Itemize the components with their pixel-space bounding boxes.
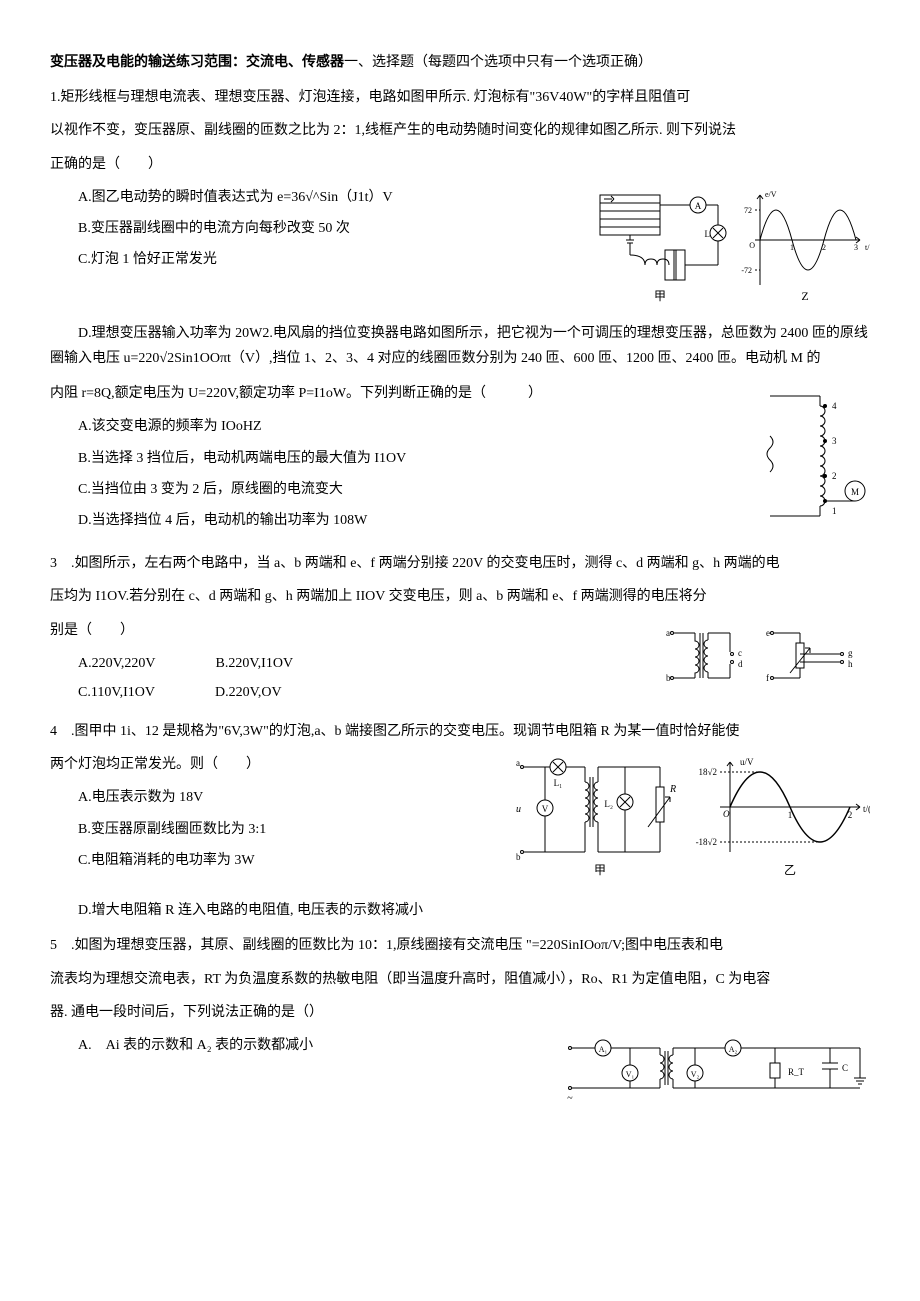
- svg-text:3: 3: [854, 243, 858, 252]
- q3-circuit-diagram: a b c d e f g h: [660, 618, 870, 698]
- svg-text:C: C: [842, 1063, 848, 1073]
- svg-text:f: f: [766, 673, 769, 683]
- q3-stem-2: 压均为 I1OV.若分别在 c、d 两端和 g、h 两端加上 IIOV 交变电压…: [50, 584, 870, 609]
- q4-circuit-diagram: a b u L₁ V: [510, 752, 685, 882]
- svg-text:Z: Z: [801, 289, 808, 303]
- q3-opt-c: C.110V,I1OV: [78, 680, 155, 705]
- q3-opt-d: D.220V,OV: [215, 680, 282, 705]
- svg-text:R: R: [669, 784, 676, 795]
- svg-text:~: ~: [567, 1093, 573, 1103]
- q3-stem-1: 3 .如图所示，左右两个电路中，当 a、b 两端和 e、f 两端分别接 220V…: [50, 551, 870, 576]
- svg-text:甲: 甲: [594, 863, 606, 877]
- q3-options-row2: C.110V,I1OV D.220V,OV: [78, 680, 650, 705]
- svg-text:V: V: [542, 804, 549, 814]
- question-2: M 4 3 2 1 内阻 r=8Q,额定电压为 U=220V,额定功率 P=I1…: [50, 381, 870, 541]
- q2-opt-a: A.该交变电源的频率为 IOoHZ: [50, 414, 870, 439]
- svg-text:R_T: R_T: [788, 1067, 805, 1077]
- svg-text:-72: -72: [741, 266, 752, 275]
- svg-text:a: a: [516, 758, 520, 768]
- q1-circuit-diagram: A L 甲: [590, 185, 730, 305]
- svg-text:b: b: [516, 852, 521, 862]
- q3-options-row1: A.220V,220V B.220V,I1OV: [78, 651, 650, 676]
- q5-stem-3: 器. 通电一段时间后，下列说法正确的是（）: [50, 1000, 870, 1025]
- svg-text:u/V: u/V: [740, 757, 754, 767]
- q3-figure: a b c d e f g h: [660, 618, 870, 698]
- q1-figures: A L 甲: [590, 185, 870, 305]
- svg-text:t/10⁻²s: t/10⁻²s: [865, 243, 870, 252]
- svg-text:O: O: [749, 241, 755, 250]
- svg-text:A₂: A₂: [729, 1045, 738, 1054]
- svg-text:e: e: [766, 628, 770, 638]
- q1-opt-d: D.理想变压器输入功率为 20W2.电风扇的挡位变换器电路如图所示，把它视为一个…: [50, 321, 870, 371]
- svg-text:72: 72: [744, 206, 752, 215]
- q4-waveform-diagram: 18√2 -18√2 u/V O 1 2 t/(×10⁻²s) 乙: [695, 752, 870, 882]
- svg-text:2: 2: [848, 810, 853, 820]
- svg-text:t/(×10⁻²s): t/(×10⁻²s): [863, 804, 870, 814]
- q5-stem-1: 5 .如图为理想变压器，其原、副线圈的匝数比为 10：1,原线圈接有交流电压 "…: [50, 933, 870, 958]
- svg-text:1: 1: [788, 810, 793, 820]
- svg-text:甲: 甲: [654, 289, 666, 303]
- svg-text:18√2: 18√2: [699, 767, 717, 777]
- q5-figure: ~ A₁ V₁ V₂: [560, 1033, 870, 1103]
- q3-opt-b: B.220V,I1OV: [216, 651, 294, 676]
- page-header: 变压器及电能的输送练习范围：交流电、传感器一、选择题（每题四个选项中只有一个选项…: [50, 50, 870, 75]
- svg-text:V₂: V₂: [691, 1070, 700, 1079]
- svg-text:1: 1: [790, 243, 794, 252]
- q4-figures: a b u L₁ V: [510, 752, 870, 882]
- q3-opt-a: A.220V,220V: [78, 651, 156, 676]
- svg-text:2: 2: [832, 471, 837, 481]
- svg-text:O: O: [723, 809, 730, 819]
- svg-text:a: a: [666, 628, 670, 638]
- svg-text:V₁: V₁: [626, 1070, 635, 1079]
- q2-opt-d: D.当选择挡位 4 后，电动机的输出功率为 108W: [50, 508, 870, 533]
- svg-text:乙: 乙: [784, 863, 796, 877]
- svg-text:L₂: L₂: [604, 799, 613, 809]
- q4-stem-1: 4 .图甲中 1i、12 是规格为"6V,3W"的灯泡,a、b 端接图乙所示的交…: [50, 719, 870, 744]
- q1-stem-3: 正确的是（ ）: [50, 152, 870, 177]
- section-label: 一、选择题（每题四个选项中只有一个选项正确）: [344, 55, 652, 70]
- question-3: 3 .如图所示，左右两个电路中，当 a、b 两端和 e、f 两端分别接 220V…: [50, 551, 870, 709]
- svg-text:e/V: e/V: [765, 190, 777, 199]
- svg-text:u: u: [516, 804, 521, 815]
- q2-figure: M 4 3 2 1: [760, 381, 870, 531]
- svg-text:2: 2: [822, 243, 826, 252]
- q2-stem: 内阻 r=8Q,额定电压为 U=220V,额定功率 P=I1oW。下列判断正确的…: [50, 381, 870, 406]
- svg-text:-18√2: -18√2: [696, 837, 717, 847]
- q1-waveform-diagram: 72 -72 O 1 2 3 t/10⁻²s e/V Z: [740, 185, 870, 305]
- svg-text:h: h: [848, 659, 853, 669]
- svg-text:A₁: A₁: [599, 1045, 608, 1054]
- svg-text:1: 1: [832, 506, 837, 516]
- q2-opt-c: C.当挡位由 3 变为 2 后，原线圈的电流变大: [50, 477, 870, 502]
- q5-stem-2: 流表均为理想交流电表，RT 为负温度系数的热敏电阻（即当温度升高时，阻值减小），…: [50, 967, 870, 992]
- svg-text:L: L: [705, 229, 711, 239]
- svg-text:b: b: [666, 673, 671, 683]
- svg-text:g: g: [848, 648, 853, 658]
- svg-text:d: d: [738, 659, 743, 669]
- question-5: 5 .如图为理想变压器，其原、副线圈的匝数比为 10：1,原线圈接有交流电压 "…: [50, 933, 870, 1113]
- svg-text:3: 3: [832, 436, 837, 446]
- q2-opt-b: B.当选择 3 挡位后，电动机两端电压的最大值为 I1OV: [50, 446, 870, 471]
- q1-stem-2: 以视作不变，变压器原、副线圈的匝数之比为 2：1,线框产生的电动势随时间变化的规…: [50, 118, 870, 143]
- svg-text:4: 4: [832, 401, 837, 411]
- svg-text:c: c: [738, 648, 742, 658]
- q4-opt-d: D.增大电阻箱 R 连入电路的电阻值, 电压表的示数将减小: [50, 898, 870, 923]
- question-4: 4 .图甲中 1i、12 是规格为"6V,3W"的灯泡,a、b 端接图乙所示的交…: [50, 719, 870, 923]
- question-1: 1.矩形线框与理想电流表、理想变压器、灯泡连接，电路如图甲所示. 灯泡标有"36…: [50, 85, 870, 371]
- q2-circuit-diagram: M 4 3 2 1: [760, 381, 870, 531]
- q1-stem-1: 1.矩形线框与理想电流表、理想变压器、灯泡连接，电路如图甲所示. 灯泡标有"36…: [50, 85, 870, 110]
- title: 变压器及电能的输送练习范围：交流电、传感器: [50, 55, 344, 70]
- svg-text:L₁: L₁: [554, 778, 563, 788]
- svg-text:A: A: [695, 201, 702, 211]
- q5-circuit-diagram: ~ A₁ V₁ V₂: [560, 1033, 870, 1103]
- svg-text:M: M: [851, 487, 859, 497]
